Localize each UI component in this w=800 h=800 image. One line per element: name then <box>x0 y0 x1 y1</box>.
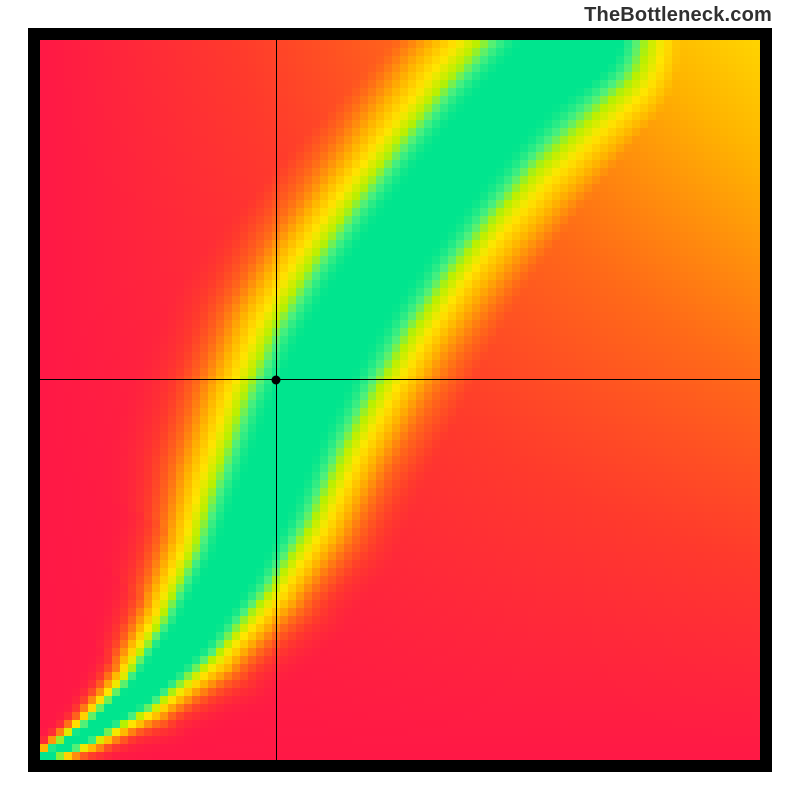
crosshair-marker <box>272 375 281 384</box>
crosshair-vertical <box>276 40 277 760</box>
plot-area <box>40 40 760 760</box>
crosshair-horizontal <box>40 379 760 380</box>
watermark-label: TheBottleneck.com <box>584 4 772 27</box>
plot-frame <box>28 28 772 772</box>
heatmap-canvas <box>40 40 760 760</box>
